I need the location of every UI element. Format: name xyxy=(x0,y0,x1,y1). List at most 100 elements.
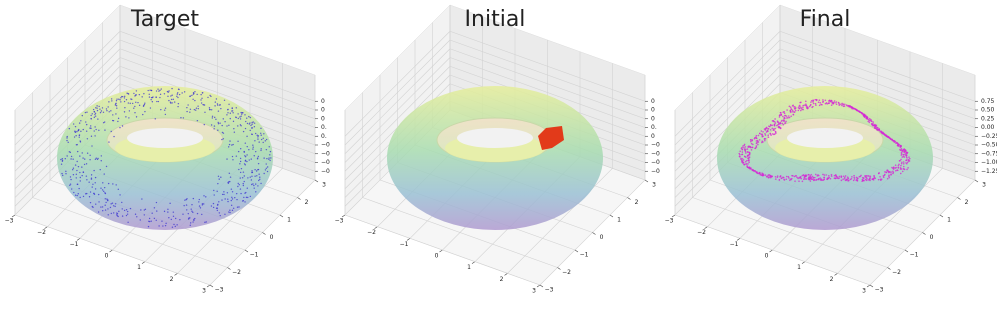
sample-dot xyxy=(135,93,137,96)
sample-dot xyxy=(123,97,126,99)
sample-dot xyxy=(148,96,151,98)
sample-dot xyxy=(779,122,782,125)
sample-dot xyxy=(119,194,121,196)
sample-dot xyxy=(189,108,192,110)
sample-dot xyxy=(794,108,796,110)
sample-dot xyxy=(744,155,746,158)
grid-line xyxy=(14,66,121,172)
sample-dot xyxy=(143,209,145,211)
sample-dot xyxy=(904,153,906,156)
sample-dot xyxy=(213,189,215,192)
sample-dot xyxy=(252,121,254,123)
sample-dot xyxy=(70,178,72,181)
sample-dot xyxy=(264,140,267,142)
sample-dot xyxy=(86,152,89,154)
sample-dot xyxy=(240,125,242,127)
sample-dot xyxy=(103,173,105,175)
z-tick-label: −0 xyxy=(651,142,660,149)
sample-dot xyxy=(246,154,248,156)
sample-dot xyxy=(773,124,776,127)
sample-dot xyxy=(248,123,251,125)
sample-dot xyxy=(239,177,241,179)
sample-dot xyxy=(89,201,92,204)
sample-dot xyxy=(242,171,245,173)
sample-dot xyxy=(231,191,234,193)
sample-dot xyxy=(94,158,97,160)
sample-dot xyxy=(155,96,157,98)
sample-dot xyxy=(190,208,192,210)
sample-dot xyxy=(765,131,768,133)
grid-line xyxy=(692,197,888,268)
sample-dot xyxy=(824,99,827,102)
sample-dot xyxy=(243,175,245,177)
sample-dot xyxy=(842,178,844,180)
sample-dot xyxy=(901,150,904,153)
sample-dot xyxy=(171,94,173,96)
sample-dot xyxy=(222,118,224,120)
sample-dot xyxy=(785,120,787,123)
sample-dot xyxy=(254,175,256,177)
sample-dot xyxy=(151,212,153,214)
sample-dot xyxy=(908,156,910,158)
sample-dot xyxy=(785,175,788,178)
grid-line xyxy=(674,39,781,146)
sample-dot xyxy=(797,109,800,112)
sample-dot xyxy=(858,110,860,112)
sample-dot xyxy=(853,176,856,179)
sample-dot xyxy=(800,109,802,112)
sample-dot xyxy=(749,138,752,141)
sample-dot xyxy=(236,198,238,201)
sample-dot xyxy=(211,117,214,119)
sample-dot xyxy=(260,132,262,135)
sample-dot xyxy=(254,140,256,142)
sample-dot xyxy=(125,214,128,217)
sample-dot xyxy=(901,156,904,158)
torus-hole-center xyxy=(457,128,533,148)
sample-dot xyxy=(754,170,757,173)
sample-dot xyxy=(793,111,795,113)
sample-dot xyxy=(242,199,244,202)
sample-dot xyxy=(78,134,81,136)
y-tick-label: 2 xyxy=(305,199,309,206)
sample-dot xyxy=(251,175,253,177)
sample-dot xyxy=(72,167,75,169)
sample-dot xyxy=(124,107,126,109)
sample-dot xyxy=(100,187,102,189)
z-tick-label: 0.50 xyxy=(981,107,995,114)
sample-dot xyxy=(172,211,175,213)
sample-dot xyxy=(260,182,262,185)
grid-line xyxy=(674,57,781,163)
sample-dot xyxy=(209,108,211,111)
sample-dot xyxy=(113,135,115,138)
sample-dot xyxy=(748,161,750,164)
sample-dot xyxy=(902,149,905,151)
z-tick-label: −0 xyxy=(651,150,660,157)
sample-dot xyxy=(872,121,874,123)
sample-dot xyxy=(855,108,858,111)
y-tick xyxy=(887,267,891,270)
sample-dot xyxy=(266,157,268,160)
y-tick-label: 1 xyxy=(947,217,951,224)
sample-dot xyxy=(203,104,205,106)
sample-dot xyxy=(784,122,786,124)
sample-dot xyxy=(189,95,191,98)
sample-dot xyxy=(904,149,907,151)
sample-dot xyxy=(804,178,807,180)
sample-dot xyxy=(226,125,228,127)
sample-dot xyxy=(100,155,103,157)
sample-dot xyxy=(900,149,903,151)
sample-dot xyxy=(103,121,106,123)
sample-dot xyxy=(69,183,72,185)
sample-dot xyxy=(66,139,68,142)
sample-dot xyxy=(869,179,871,182)
sample-dot xyxy=(192,197,195,200)
sample-dot xyxy=(771,175,773,178)
y-tick-label: −1 xyxy=(250,252,259,259)
sample-dot xyxy=(740,158,742,161)
x-tick-label: 3 xyxy=(862,288,866,295)
grid-line xyxy=(14,57,121,163)
sample-dot xyxy=(269,159,271,162)
sample-dot xyxy=(823,174,826,176)
sample-dot xyxy=(201,203,204,205)
sample-dot xyxy=(807,176,810,179)
